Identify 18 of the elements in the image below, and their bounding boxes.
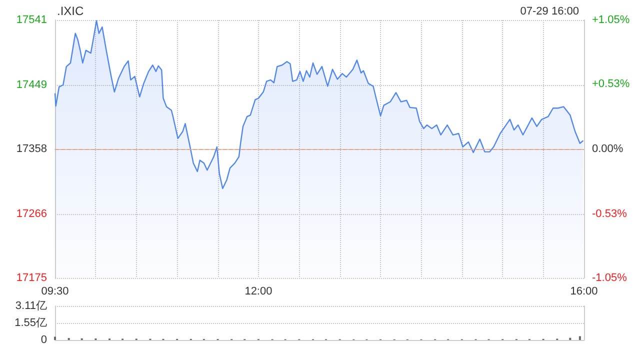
y-tick-label: 1.55亿 — [14, 317, 47, 330]
y2-tick-label: +0.53% — [592, 78, 630, 90]
y2-tick-label: +1.05% — [592, 14, 630, 26]
chart-subtitle: 07-29 16:00 — [520, 6, 579, 18]
chart-title: .IXIC — [57, 4, 84, 18]
y-tick-label: 17449 — [16, 78, 47, 91]
x-tick-label: 16:00 — [570, 286, 598, 298]
y2-tick-label: -1.05% — [592, 272, 628, 284]
y2-tick-label: -0.53% — [592, 208, 628, 220]
y-tick-label: 17358 — [16, 143, 47, 155]
y-tick-label: 17541 — [16, 14, 47, 26]
y-tick-label: 17175 — [16, 272, 47, 284]
y-tick-label: 0 — [40, 334, 47, 346]
y2-tick-label: 0.00% — [592, 143, 624, 155]
y-tick-label: 17266 — [16, 208, 47, 220]
y-tick-label: 3.11亿 — [15, 300, 47, 312]
x-tick-label: 12:00 — [244, 286, 272, 298]
x-tick-label: 09:30 — [41, 286, 69, 298]
